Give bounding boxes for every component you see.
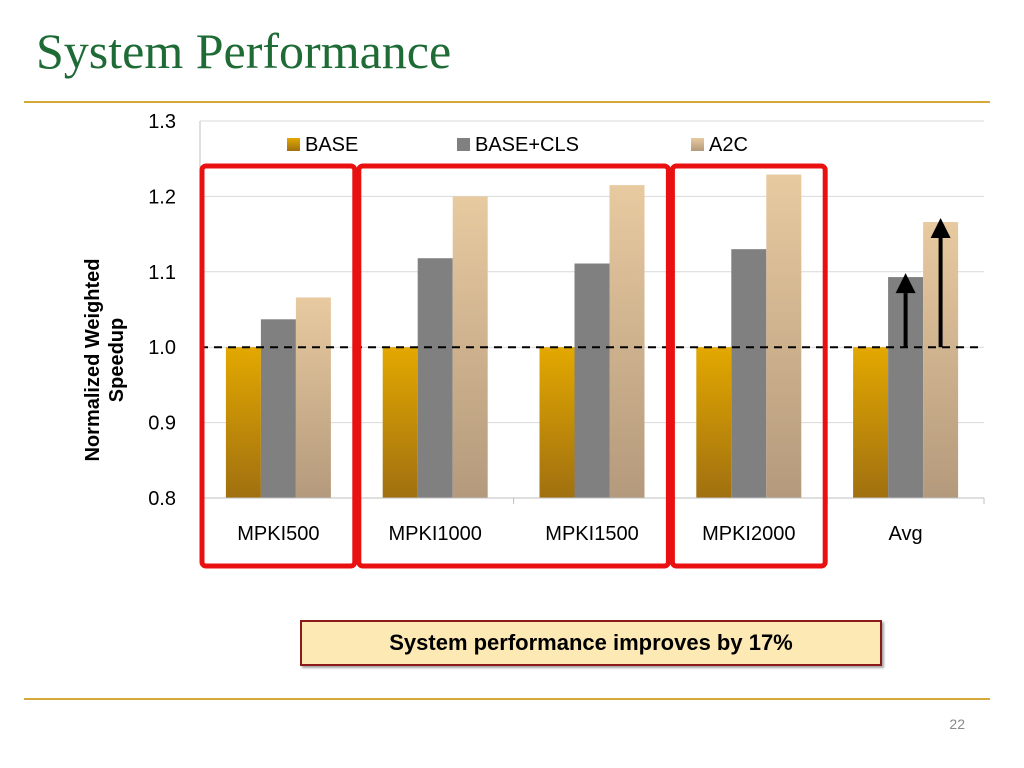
callout-box: System performance improves by 17% — [300, 620, 882, 666]
legend-item-base-plus-cls: BASE+CLS — [457, 134, 579, 156]
bar-a2c — [766, 174, 802, 498]
legend-label: BASE+CLS — [475, 134, 579, 156]
bar-base-plus-cls — [260, 319, 296, 498]
bar-base — [853, 347, 889, 498]
callout-text: System performance improves by 17% — [389, 630, 793, 655]
bar-chart: BASE BASE+CLS A2C 0.8 0.9 1.0 1.1 1.2 1.3 MPKI50… — [82, 111, 985, 569]
y-tick-label: 1.2 — [148, 186, 176, 208]
bar-base — [225, 347, 261, 498]
legend-swatch — [691, 138, 704, 151]
y-axis-title: Normalized Weighted Speedup — [82, 259, 128, 462]
bar-base — [696, 347, 732, 498]
y-tick-label: 1.3 — [148, 111, 176, 133]
legend-label: BASE — [305, 134, 358, 156]
y-tick-label: 0.8 — [148, 488, 176, 510]
bar-a2c — [295, 297, 331, 498]
arrow-base-plus-cls — [895, 273, 916, 348]
x-tick-label: MPKI1500 — [545, 523, 638, 545]
bar-base-plus-cls — [574, 263, 610, 498]
legend-item-base: BASE — [287, 134, 358, 156]
highlight-box — [669, 163, 828, 569]
footer-divider — [24, 698, 990, 700]
legend-label: A2C — [709, 134, 748, 156]
bar-base-plus-cls — [731, 249, 767, 498]
arrow-head — [930, 218, 951, 239]
page-number: 22 — [949, 716, 965, 732]
y-tick-label: 0.9 — [148, 413, 176, 435]
arrow-a2c — [930, 218, 951, 348]
title-divider — [24, 101, 990, 103]
highlight-box — [356, 163, 671, 569]
bar-base-plus-cls — [417, 258, 453, 498]
y-tick-label: 1.0 — [148, 337, 176, 359]
arrow-head — [895, 273, 916, 294]
y-axis-title-line2: Speedup — [106, 318, 128, 402]
y-tick-label: 1.1 — [148, 262, 176, 284]
x-tick-label: MPKI2000 — [702, 523, 795, 545]
x-tick-label: MPKI500 — [237, 523, 319, 545]
legend-swatch — [287, 138, 300, 151]
legend-item-a2c: A2C — [691, 134, 748, 156]
x-tick-label: Avg — [889, 523, 923, 545]
y-axis-title-line1: Normalized Weighted — [82, 259, 104, 462]
bar-base — [382, 347, 418, 498]
legend-swatch — [457, 138, 470, 151]
x-tick-label: MPKI1000 — [389, 523, 482, 545]
highlight-box — [199, 163, 358, 569]
bar-a2c — [609, 185, 645, 498]
slide-title: System Performance — [36, 23, 452, 79]
bar-base — [539, 347, 575, 498]
